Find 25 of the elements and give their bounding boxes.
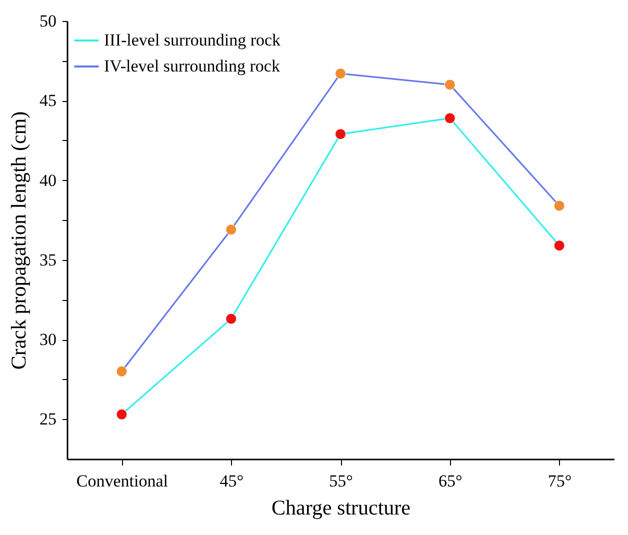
x-tick-label: 45°: [220, 472, 244, 490]
legend-label: III-level surrounding rock: [104, 30, 282, 50]
point: [444, 112, 456, 124]
y-axis-title: Crack propagation length (cm): [6, 111, 30, 370]
x-tick-label: 55°: [329, 472, 353, 490]
point: [444, 79, 456, 90]
x-tick-label: 65°: [438, 472, 462, 490]
point: [116, 366, 128, 377]
legend-label: IV-level surrounding rock: [104, 56, 280, 76]
x-tick-label: 75°: [548, 472, 572, 490]
point: [335, 68, 346, 80]
y-tick-label: 40: [40, 170, 56, 190]
y-tick-label: 35: [40, 250, 56, 270]
y-tick-label: 30: [40, 330, 56, 350]
point: [554, 200, 565, 212]
x-axis-title: Charge structure: [272, 496, 410, 520]
y-tick-label: 25: [40, 410, 56, 429]
y-tick-label: 45: [40, 91, 56, 110]
y-tick-label: 50: [40, 12, 56, 30]
point: [116, 408, 128, 420]
point: [554, 240, 565, 252]
point: [226, 313, 237, 324]
point: [226, 224, 237, 236]
point: [335, 128, 346, 140]
x-tick-label: Conventional: [76, 472, 168, 490]
